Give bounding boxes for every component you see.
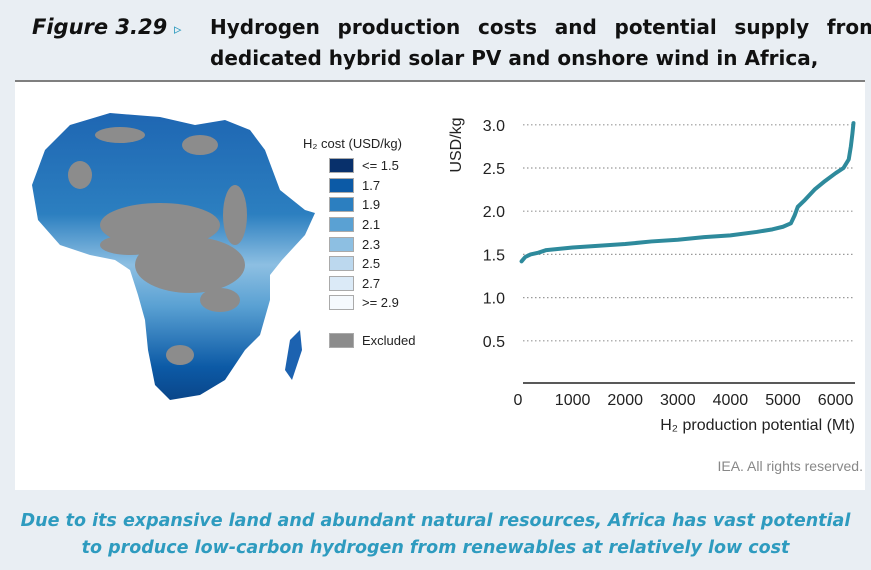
legend-item: 2.7 bbox=[303, 274, 415, 294]
cost-supply-chart: 0.5 1.0 1.5 2.0 2.5 3.0 0 1000 2000 3000 4000 5000 6… bbox=[448, 117, 856, 434]
y-tick-label: 3.0 bbox=[483, 118, 505, 135]
legend-swatch bbox=[329, 295, 354, 311]
legend-item-excluded: Excluded bbox=[303, 331, 415, 351]
legend-item: 1.9 bbox=[303, 195, 415, 215]
y-tick-label: 1.5 bbox=[483, 247, 505, 264]
legend-item: <= 1.5 bbox=[303, 156, 415, 176]
legend-title: H₂ cost (USD/kg) bbox=[303, 136, 402, 151]
legend-label: 2.5 bbox=[362, 256, 381, 272]
legend-label: 2.7 bbox=[362, 275, 381, 291]
legend-swatch bbox=[329, 217, 354, 233]
legend-item: 1.7 bbox=[303, 176, 415, 196]
legend-swatch bbox=[329, 236, 354, 252]
legend-item: 2.1 bbox=[303, 215, 415, 235]
triangle-marker-icon: ▹ bbox=[174, 20, 182, 38]
africa-map bbox=[32, 113, 315, 400]
legend-label: 2.3 bbox=[362, 236, 381, 252]
title-divider bbox=[15, 80, 865, 82]
x-tick-label: 6000 bbox=[818, 392, 854, 409]
cost-curve-line bbox=[519, 121, 856, 264]
legend-label: >= 2.9 bbox=[362, 295, 399, 311]
legend-label: 1.9 bbox=[362, 197, 381, 213]
y-tick-label: 0.5 bbox=[483, 334, 505, 351]
caption-line-2: to produce low-carbon hydrogen from rene… bbox=[81, 538, 790, 558]
legend-label: Excluded bbox=[362, 333, 416, 349]
x-tick-label: 5000 bbox=[765, 392, 801, 409]
legend-swatch bbox=[329, 177, 354, 193]
x-tick-label: 3000 bbox=[660, 392, 696, 409]
legend-swatch bbox=[329, 256, 354, 272]
y-tick-label: 1.0 bbox=[483, 291, 505, 308]
legend-item: 2.3 bbox=[303, 234, 415, 254]
legend-label: <= 1.5 bbox=[362, 158, 399, 174]
legend-swatch bbox=[329, 197, 354, 213]
y-tick-label: 2.0 bbox=[483, 204, 505, 221]
x-tick-label: 2000 bbox=[607, 392, 643, 409]
legend-label: 2.1 bbox=[362, 217, 381, 233]
x-tick-label: 1000 bbox=[555, 392, 591, 409]
x-tick-label: 0 bbox=[514, 392, 523, 409]
title-line-1: Hydrogen production costs and potential … bbox=[210, 15, 871, 39]
legend-swatch bbox=[329, 333, 354, 349]
y-axis-label: USD/kg bbox=[448, 117, 465, 172]
caption-line-1: Due to its expansive land and abundant n… bbox=[20, 511, 851, 531]
map-legend: H₂ cost (USD/kg) <= 1.5 1.7 1.9 2.1 2.3 2.5 2.… bbox=[303, 136, 415, 350]
legend-swatch bbox=[329, 158, 354, 174]
y-tick-label: 2.5 bbox=[483, 161, 505, 178]
legend-label: 1.7 bbox=[362, 177, 381, 193]
legend-swatch bbox=[329, 275, 354, 291]
x-axis-label: H₂ production potential (Mt) bbox=[660, 417, 855, 434]
x-tick-label: 4000 bbox=[713, 392, 749, 409]
legend-item: 2.5 bbox=[303, 254, 415, 274]
legend-item: >= 2.9 bbox=[303, 293, 415, 313]
credit-text: IEA. All rights reserved. bbox=[717, 458, 863, 474]
figure-caption: Due to its expansive land and abundant n… bbox=[0, 508, 871, 562]
figure-label: Figure 3.29 bbox=[32, 15, 168, 39]
